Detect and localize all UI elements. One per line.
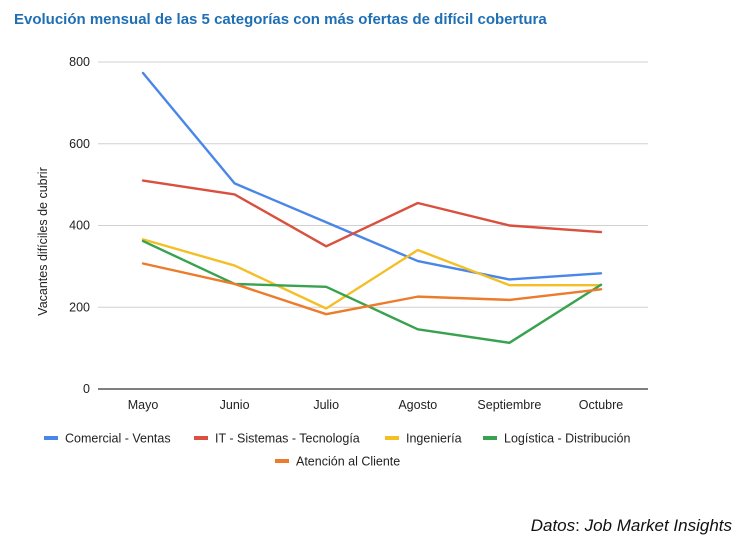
legend-label: Ingeniería [406, 432, 462, 446]
x-tick-label: Julio [313, 398, 339, 412]
series-line [141, 239, 603, 345]
x-tick-label: Junio [220, 398, 250, 412]
legend-label: Comercial - Ventas [65, 432, 171, 446]
x-tick-label: Octubre [579, 398, 624, 412]
series-line [141, 71, 603, 281]
y-tick-label: 200 [69, 300, 90, 314]
legend-label: Atención al Cliente [296, 455, 400, 469]
y-axis-label: Vacantes difíciles de cubrir [36, 167, 50, 315]
y-tick-label: 800 [69, 55, 90, 69]
x-tick-label: Septiembre [477, 398, 541, 412]
legend-label: IT - Sistemas - Tecnología [215, 432, 360, 446]
y-tick-label: 0 [83, 382, 90, 396]
legend: Comercial - Ventas IT - Sistemas - Tecnol… [44, 432, 630, 469]
source-value: Job Market Insights [584, 516, 732, 535]
source-label: Datos [530, 516, 576, 535]
y-tick-label: 400 [69, 219, 90, 233]
y-axis-label-group: Vacantes difíciles de cubrir [36, 167, 50, 315]
series-line [141, 179, 603, 248]
series-line [141, 262, 603, 316]
line-chart: 0 200 400 600 800 Mayo Junio Julio Agosto Septie… [36, 55, 648, 469]
x-tick-label: Mayo [128, 398, 159, 412]
chart-title: Evolución mensual de las 5 categorías co… [14, 11, 547, 28]
x-tick-label: Agosto [398, 398, 437, 412]
x-axis-ticks: Mayo Junio Julio Agosto Septiembre Octubre [128, 398, 624, 412]
series-lines [141, 71, 603, 345]
series-line [141, 238, 603, 310]
y-tick-label: 600 [69, 137, 90, 151]
source-note: Datos: Job Market Insights [530, 516, 732, 535]
legend-label: Logística - Distribución [504, 432, 630, 446]
y-axis-ticks: 0 200 400 600 800 [69, 55, 90, 396]
